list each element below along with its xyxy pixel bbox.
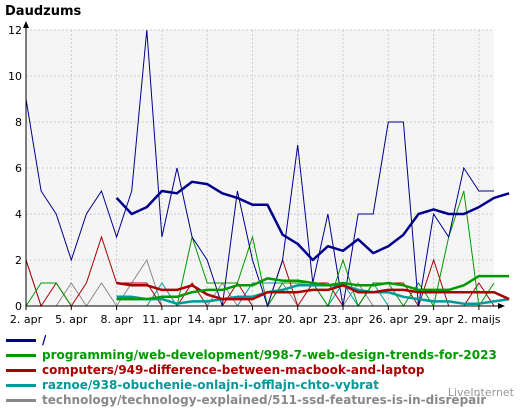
legend-item: programming/web-development/998-7-web-de… (6, 348, 514, 363)
x-tick-label: 5. apr (55, 313, 88, 326)
y-tick-label: 0 (15, 300, 22, 313)
moving-average-line (116, 274, 510, 301)
legend-swatch (6, 399, 36, 402)
watermark: LiveInternet (447, 386, 514, 399)
legend-swatch (6, 339, 36, 342)
y-tick-label: 8 (15, 116, 22, 129)
legend-swatch (6, 384, 36, 387)
x-tick-label: 8. apr (100, 313, 133, 326)
legend-item: raznoe/938-obuchenie-onlajn-i-offlajn-ch… (6, 378, 514, 393)
axes (23, 21, 505, 309)
x-axis-arrow (498, 303, 505, 309)
y-tick-label: 10 (8, 70, 22, 83)
x-tick-label: 11. apr (142, 313, 182, 326)
legend-item: / (6, 333, 514, 348)
legend-swatch (6, 369, 36, 372)
legend-label: computers/949-difference-between-macbook… (42, 363, 425, 377)
legend-swatch (6, 354, 36, 357)
x-tick-label: 2. apr (10, 313, 43, 326)
moving-average-line (115, 180, 510, 262)
legend-item: computers/949-difference-between-macbook… (6, 363, 514, 378)
x-tick-label: 17. apr (233, 313, 273, 326)
legend-label: technology/technology-explained/511-ssd-… (42, 393, 487, 407)
x-tick-label: 2. maijs (457, 313, 501, 326)
y-tick-label: 6 (15, 162, 22, 175)
y-tick-label: 12 (8, 24, 22, 37)
chart-title: Daudzums (5, 4, 81, 19)
y-tick-label: 4 (15, 208, 22, 221)
y-tick-label: 2 (15, 254, 22, 267)
legend: / programming/web-development/998-7-web-… (6, 333, 514, 408)
legend-label: / (42, 333, 47, 347)
y-axis-ticks: 0 2 4 6 8 10 12 (8, 24, 22, 313)
moving-average-line (116, 284, 510, 305)
legend-label: raznoe/938-obuchenie-onlajn-i-offlajn-ch… (42, 378, 379, 392)
x-tick-label: 29. apr (414, 313, 454, 326)
x-tick-label: 20. apr (278, 313, 318, 326)
x-tick-label: 23. apr (323, 313, 363, 326)
x-tick-label: 14. apr (188, 313, 228, 326)
legend-label: programming/web-development/998-7-web-de… (42, 348, 497, 362)
legend-item: technology/technology-explained/511-ssd-… (6, 393, 514, 408)
x-axis-ticks: 2. apr 5. apr 8. apr 11. apr 14. apr 17. apr 2… (10, 306, 501, 326)
moving-average-line (116, 281, 510, 301)
y-axis-arrow (23, 21, 29, 28)
x-tick-label: 26. apr (369, 313, 409, 326)
